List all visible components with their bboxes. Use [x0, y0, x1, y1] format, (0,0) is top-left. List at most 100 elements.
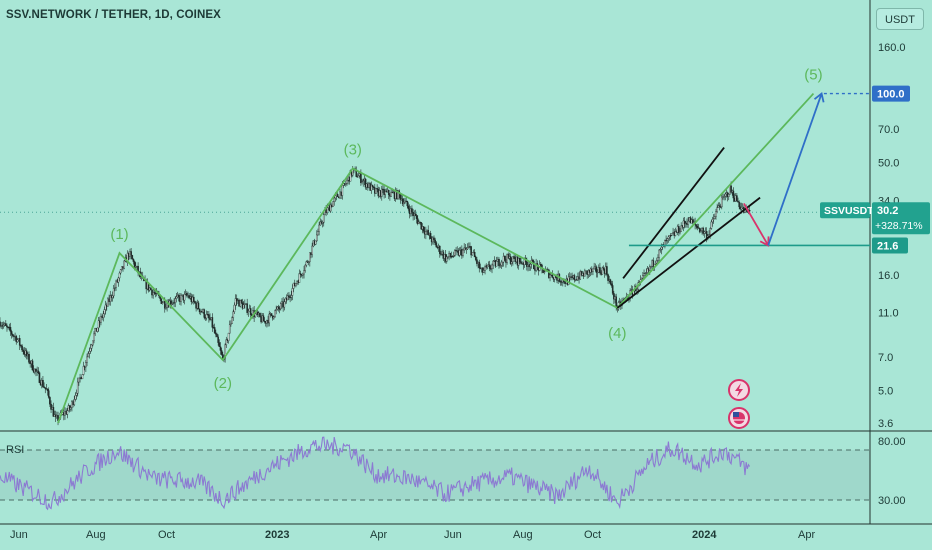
candle [474, 255, 477, 262]
candle [1, 321, 4, 330]
candle [720, 192, 723, 210]
candle [420, 222, 423, 231]
candle [650, 265, 652, 269]
candle [380, 185, 383, 201]
candle [485, 263, 488, 270]
candle [9, 322, 12, 337]
candle [738, 200, 740, 210]
candle [499, 263, 501, 268]
candle [509, 253, 512, 265]
candle [732, 187, 735, 203]
candle [422, 226, 425, 234]
time-tick-label: Apr [370, 529, 388, 541]
candle [520, 257, 522, 265]
candle [447, 256, 449, 260]
candle [723, 194, 725, 201]
flash-icon[interactable] [728, 379, 750, 401]
candle [220, 347, 223, 356]
candle [231, 316, 233, 324]
candle [696, 223, 699, 231]
candle [230, 320, 232, 327]
candle [415, 213, 418, 224]
candle [492, 260, 494, 270]
candle [674, 227, 677, 237]
candle [664, 239, 666, 249]
candle [384, 188, 387, 198]
rsi-tick-label: 30.00 [878, 495, 906, 507]
candle [659, 248, 662, 253]
candle [228, 320, 231, 334]
wave-label: (3) [344, 141, 362, 158]
candle [295, 282, 297, 288]
candle [495, 256, 498, 267]
candle [573, 273, 576, 283]
candle [658, 249, 660, 263]
candle [273, 315, 275, 320]
candle [645, 268, 648, 275]
candle [177, 293, 180, 302]
candle [372, 186, 375, 190]
last-price-value: 30.2 [877, 205, 898, 217]
candle [512, 256, 514, 266]
candle [464, 244, 467, 251]
candle [205, 310, 208, 321]
candle [107, 297, 109, 307]
candle [16, 337, 19, 343]
candle [5, 320, 7, 326]
candle [416, 215, 419, 226]
candle [150, 286, 152, 291]
candle [592, 268, 594, 276]
candle [208, 311, 210, 323]
candle [93, 331, 95, 344]
time-tick-label: Aug [513, 529, 533, 541]
price-change: +328.71% [875, 220, 923, 232]
candle [640, 277, 643, 281]
candle [602, 265, 605, 271]
candle [611, 280, 614, 296]
svg-text:21.6: 21.6 [877, 240, 898, 252]
candle [503, 255, 506, 261]
candle [240, 299, 243, 304]
candle [203, 308, 206, 320]
candle [548, 268, 550, 279]
candle [45, 384, 48, 390]
candle [132, 258, 135, 265]
candle [666, 237, 669, 244]
candle [235, 294, 238, 306]
candle [303, 265, 305, 279]
time-tick-label: Jun [444, 529, 462, 541]
candle [224, 343, 226, 363]
candle [86, 353, 88, 367]
candle [445, 254, 448, 264]
candle [22, 347, 25, 355]
candle [85, 360, 87, 372]
candle [234, 294, 237, 310]
candle [311, 242, 313, 258]
rsi-pane [0, 436, 751, 511]
candle [375, 188, 377, 194]
candle [262, 313, 265, 322]
candle [15, 334, 18, 345]
us-flag-icon[interactable] [728, 407, 750, 429]
candle [309, 252, 311, 267]
price-tick-label: 11.0 [878, 307, 899, 319]
candle [466, 243, 469, 250]
candle [700, 228, 702, 233]
currency-unit-button[interactable]: USDT [876, 8, 924, 30]
candle [376, 184, 378, 193]
candle [280, 301, 282, 311]
candle [183, 291, 186, 305]
candle [52, 402, 55, 418]
candle [46, 388, 49, 396]
price-tick-label: 5.0 [878, 385, 893, 397]
candle [21, 344, 23, 353]
candle [69, 404, 72, 412]
candle [35, 368, 37, 377]
candle [710, 219, 713, 230]
candle [657, 254, 659, 264]
candle [152, 288, 154, 299]
candle [288, 291, 290, 300]
candle [486, 264, 489, 270]
candle [174, 296, 177, 308]
candle [510, 257, 513, 267]
